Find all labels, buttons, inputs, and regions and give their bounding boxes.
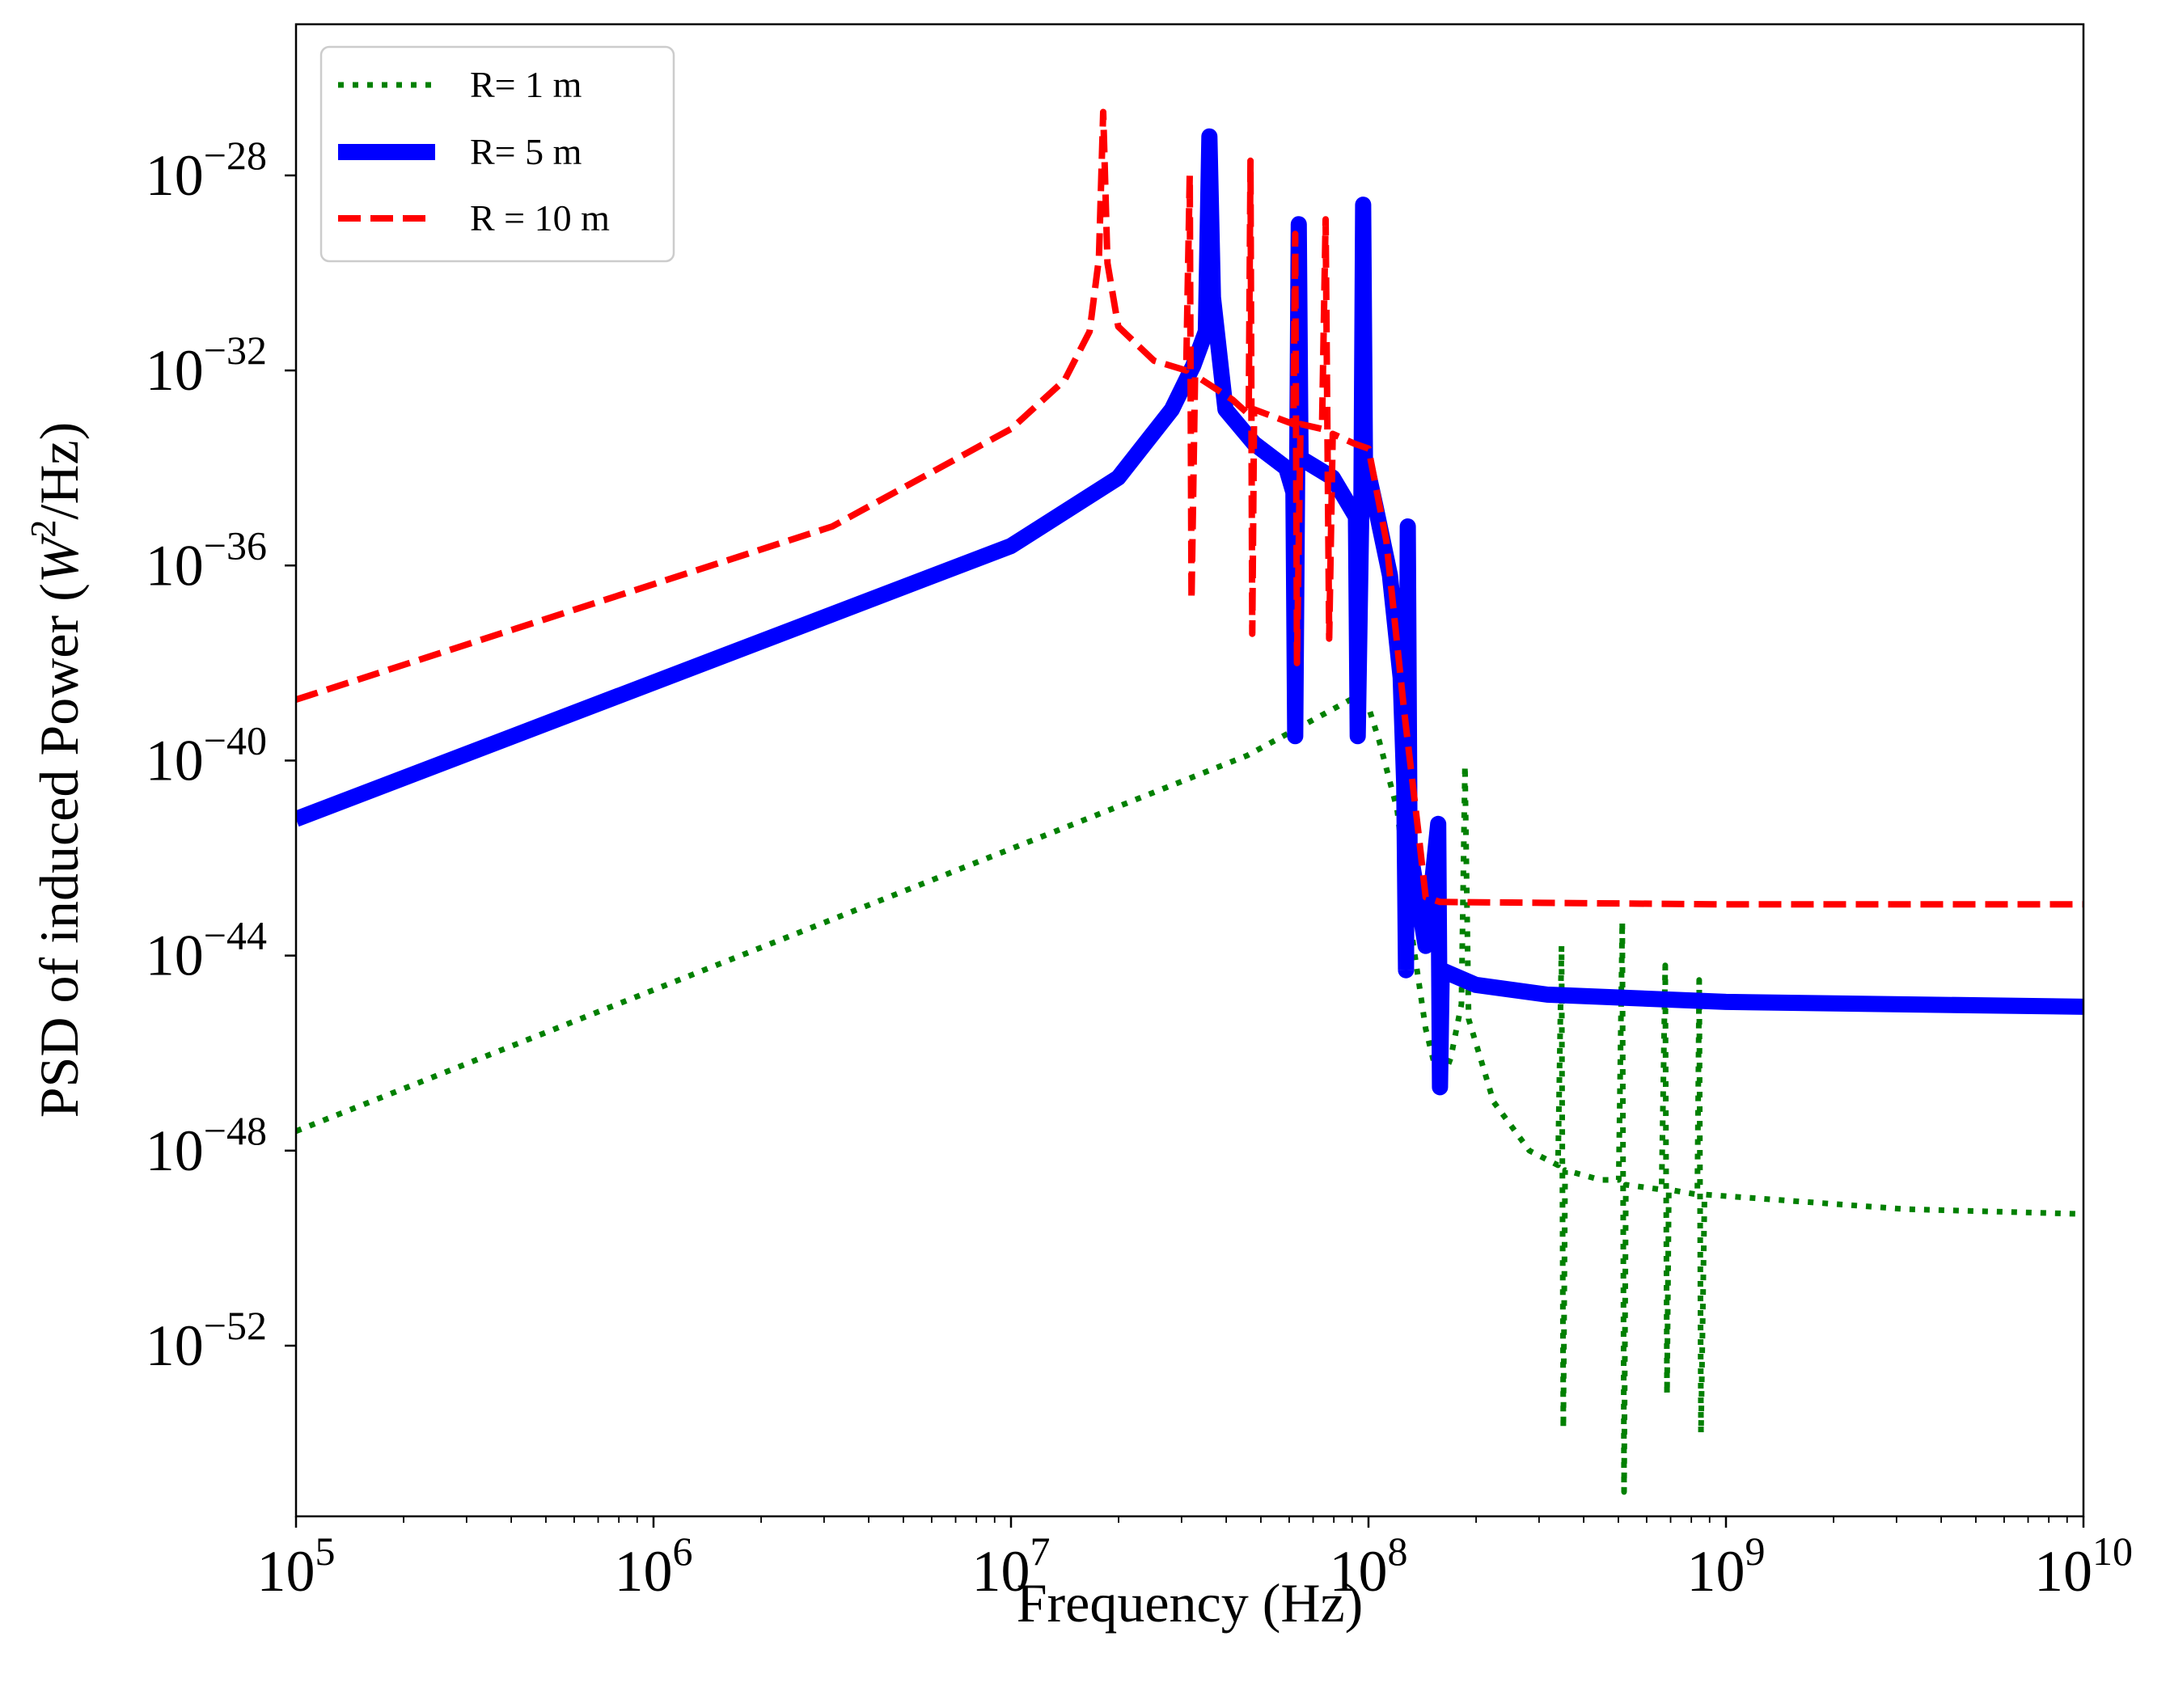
x-ticks: 105 106 107 108 109 1010 — [257, 1516, 2133, 1604]
y-tick-label: 10−28 — [146, 133, 267, 208]
y-ticks: 10−28 10−32 10−36 10−40 10−44 10−48 10−52 — [146, 133, 296, 1378]
series-line-1 — [296, 696, 2083, 1495]
y-tick-label: 10−36 — [146, 522, 267, 598]
x-tick-label: 108 — [1330, 1528, 1408, 1604]
y-axis-label: PSD of induced Power (W2/Hz) — [23, 422, 90, 1118]
x-tick-label: 106 — [615, 1528, 693, 1604]
y-tick-label: 10−32 — [146, 328, 267, 403]
series-layer — [296, 108, 2083, 1495]
y-tick-label: 10−44 — [146, 913, 267, 988]
y-tick-label: 10−52 — [146, 1303, 267, 1378]
series-line-2 — [296, 128, 2083, 1096]
x-tick-label: 1010 — [2034, 1528, 2133, 1604]
x-tick-label: 109 — [1687, 1528, 1766, 1604]
plot-frame — [294, 23, 2085, 1518]
x-minor-ticks — [403, 1516, 2068, 1523]
series-line-3 — [296, 108, 2083, 908]
x-tick-label: 107 — [972, 1528, 1051, 1604]
legend-box — [319, 45, 675, 263]
legend-label-r1: R= 1 m — [470, 64, 582, 105]
x-axis-label: Frequency (Hz) — [1017, 1572, 1364, 1634]
legend-label-r5: R= 5 m — [470, 131, 582, 172]
x-tick-label: 105 — [257, 1528, 336, 1604]
legend-label-r10: R = 10 m — [470, 197, 610, 239]
y-tick-label: 10−40 — [146, 717, 267, 793]
y-tick-label: 10−48 — [146, 1108, 267, 1183]
legend: R= 1 m R= 5 m R = 10 m — [319, 45, 675, 263]
